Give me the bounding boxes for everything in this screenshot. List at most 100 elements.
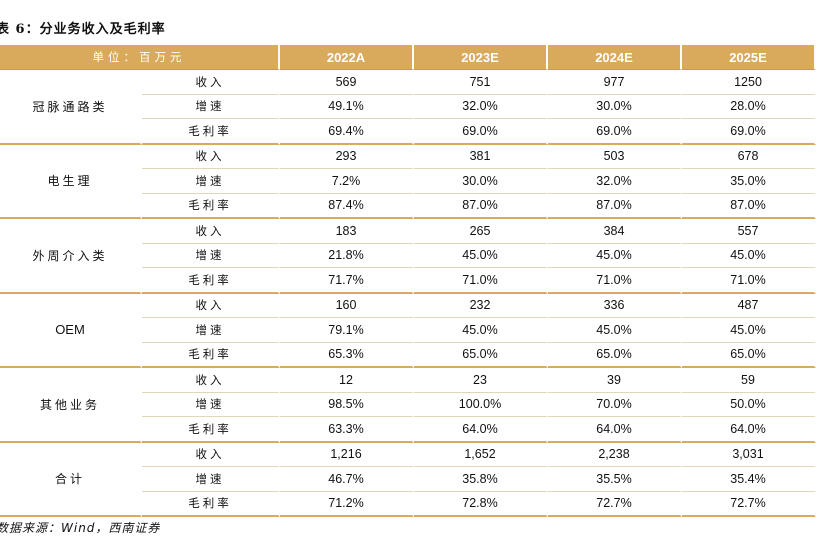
value-cell: 39 xyxy=(548,368,682,393)
table-body: 冠脉通路类 收入 569 751 977 1250 增速 49.1% 32.0% 30.0% 28.… xyxy=(0,70,816,517)
value-cell: 183 xyxy=(280,219,414,244)
value-cell: 72.7% xyxy=(682,491,816,517)
metric-label: 毛利率 xyxy=(142,268,280,294)
value-cell: 87.0% xyxy=(548,193,682,219)
value-cell: 557 xyxy=(682,219,816,244)
value-cell: 1,216 xyxy=(280,442,414,467)
table-row: 合计 收入 1,216 1,652 2,238 3,031 xyxy=(0,442,816,517)
value-cell: 65.0% xyxy=(682,342,816,368)
metric-label: 毛利率 xyxy=(142,193,280,219)
revenue-margin-table: 单位：百万元 2022A 2023E 2024E 2025E 冠脉通路类 收入 56… xyxy=(0,45,816,517)
value-cell: 71.0% xyxy=(682,268,816,294)
value-cell: 45.0% xyxy=(682,318,816,343)
metric-label: 收入 xyxy=(142,70,280,95)
value-cell: 46.7% xyxy=(280,467,414,492)
table-row: 外周介入类 收入 183 265 384 557 xyxy=(0,219,816,294)
table-row: 增速 46.7% 35.8% 35.5% 35.4% xyxy=(0,467,816,492)
value-cell: 49.1% xyxy=(280,94,414,119)
value-cell: 160 xyxy=(280,293,414,318)
table-row: 增速 7.2% 30.0% 32.0% 35.0% xyxy=(0,169,816,194)
year-header: 2024E xyxy=(548,45,682,70)
value-cell: 45.0% xyxy=(414,318,548,343)
value-cell: 28.0% xyxy=(682,94,816,119)
value-cell: 45.0% xyxy=(548,318,682,343)
value-cell: 35.0% xyxy=(682,169,816,194)
value-cell: 35.8% xyxy=(414,467,548,492)
segment-name: 合计 xyxy=(0,442,142,517)
value-cell: 1250 xyxy=(682,70,816,95)
value-cell: 487 xyxy=(682,293,816,318)
unit-header: 单位：百万元 xyxy=(0,45,280,70)
value-cell: 2,238 xyxy=(548,442,682,467)
value-cell: 32.0% xyxy=(548,169,682,194)
value-cell: 71.2% xyxy=(280,491,414,517)
segment-name: OEM xyxy=(0,293,142,368)
metric-label: 收入 xyxy=(142,368,280,393)
metric-label: 增速 xyxy=(142,318,280,343)
value-cell: 23 xyxy=(414,368,548,393)
year-header: 2025E xyxy=(682,45,816,70)
metric-label: 收入 xyxy=(142,293,280,318)
table-caption: 表 6：分业务收入及毛利率 xyxy=(0,18,166,37)
value-cell: 50.0% xyxy=(682,392,816,417)
value-cell: 71.7% xyxy=(280,268,414,294)
value-cell: 503 xyxy=(548,144,682,169)
table-row: 增速 49.1% 32.0% 30.0% 28.0% xyxy=(0,94,816,119)
value-cell: 3,031 xyxy=(682,442,816,467)
metric-label: 增速 xyxy=(142,467,280,492)
table-row: 毛利率 71.7% 71.0% 71.0% 71.0% xyxy=(0,268,816,294)
value-cell: 69.4% xyxy=(280,119,414,145)
source-note: 数据来源：Wind，西南证券 xyxy=(0,521,161,535)
value-cell: 69.0% xyxy=(414,119,548,145)
value-cell: 45.0% xyxy=(548,243,682,268)
value-cell: 751 xyxy=(414,70,548,95)
metric-label: 毛利率 xyxy=(142,119,280,145)
metric-label: 增速 xyxy=(142,243,280,268)
table-row: 毛利率 71.2% 72.8% 72.7% 72.7% xyxy=(0,491,816,517)
value-cell: 7.2% xyxy=(280,169,414,194)
value-cell: 59 xyxy=(682,368,816,393)
value-cell: 65.0% xyxy=(414,342,548,368)
table-row: 增速 79.1% 45.0% 45.0% 45.0% xyxy=(0,318,816,343)
metric-label: 收入 xyxy=(142,442,280,467)
value-cell: 30.0% xyxy=(548,94,682,119)
table-row: OEM 收入 160 232 336 487 xyxy=(0,293,816,368)
value-cell: 265 xyxy=(414,219,548,244)
value-cell: 569 xyxy=(280,70,414,95)
value-cell: 384 xyxy=(548,219,682,244)
value-cell: 12 xyxy=(280,368,414,393)
value-cell: 72.7% xyxy=(548,491,682,517)
value-cell: 977 xyxy=(548,70,682,95)
value-cell: 79.1% xyxy=(280,318,414,343)
metric-label: 增速 xyxy=(142,169,280,194)
value-cell: 69.0% xyxy=(682,119,816,145)
metric-label: 增速 xyxy=(142,94,280,119)
value-cell: 70.0% xyxy=(548,392,682,417)
value-cell: 87.0% xyxy=(414,193,548,219)
table-row: 冠脉通路类 收入 569 751 977 1250 xyxy=(0,70,816,145)
value-cell: 64.0% xyxy=(682,417,816,443)
value-cell: 100.0% xyxy=(414,392,548,417)
value-cell: 65.0% xyxy=(548,342,682,368)
table-header: 单位：百万元 2022A 2023E 2024E 2025E xyxy=(0,45,816,70)
metric-label: 收入 xyxy=(142,219,280,244)
metric-label: 毛利率 xyxy=(142,491,280,517)
value-cell: 63.3% xyxy=(280,417,414,443)
value-cell: 72.8% xyxy=(414,491,548,517)
metric-label: 收入 xyxy=(142,144,280,169)
value-cell: 336 xyxy=(548,293,682,318)
value-cell: 21.8% xyxy=(280,243,414,268)
value-cell: 35.4% xyxy=(682,467,816,492)
segment-name: 其他业务 xyxy=(0,368,142,443)
value-cell: 71.0% xyxy=(548,268,682,294)
value-cell: 64.0% xyxy=(414,417,548,443)
value-cell: 30.0% xyxy=(414,169,548,194)
metric-label: 增速 xyxy=(142,392,280,417)
segment-name: 外周介入类 xyxy=(0,219,142,294)
metric-label: 毛利率 xyxy=(142,342,280,368)
table-row: 毛利率 65.3% 65.0% 65.0% 65.0% xyxy=(0,342,816,368)
metric-label: 毛利率 xyxy=(142,417,280,443)
segment-name: 电生理 xyxy=(0,144,142,219)
table-row: 毛利率 87.4% 87.0% 87.0% 87.0% xyxy=(0,193,816,219)
value-cell: 678 xyxy=(682,144,816,169)
